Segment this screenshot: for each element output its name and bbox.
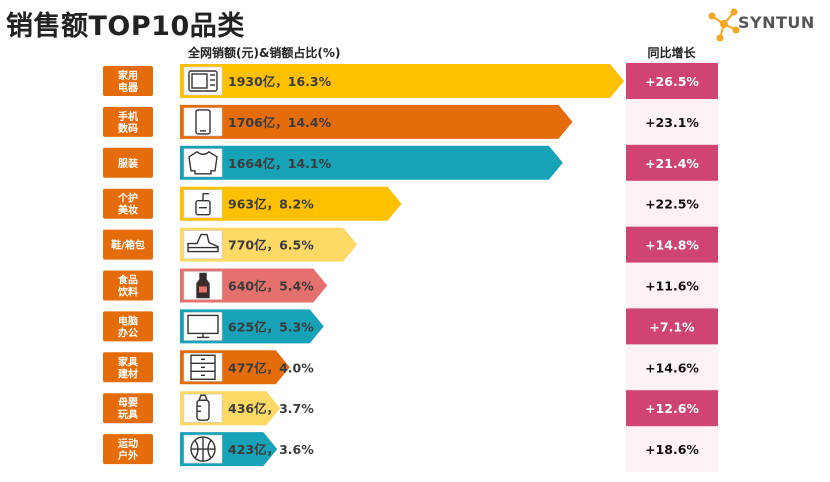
- category-label-line: 建材: [117, 367, 138, 380]
- icon-box: [183, 107, 223, 137]
- category-label-box: [103, 66, 153, 96]
- category-label-box: [103, 352, 153, 383]
- growth-column-header: 同比增长: [647, 46, 696, 60]
- growth-cell: [626, 431, 718, 468]
- category-label-box: [103, 188, 153, 219]
- bar: [180, 227, 358, 262]
- category-label-box: [103, 147, 153, 178]
- bottle-icon: [196, 272, 210, 299]
- category-label-box: [103, 229, 153, 260]
- growth-value-label: +23.1%: [645, 115, 699, 130]
- category-label: 家用电器: [118, 69, 139, 94]
- growth-cell: [626, 349, 718, 386]
- category-label-line: 母婴: [118, 397, 138, 409]
- microwave-icon: [188, 70, 218, 92]
- bar: [180, 186, 402, 221]
- chart-subtitle: 全网销额(元)&销额占比(%): [188, 46, 341, 60]
- growth-value-label: +11.6%: [645, 279, 699, 294]
- bar-value-label: 477亿，4.0%: [228, 360, 314, 375]
- category-label-line: 办公: [118, 326, 138, 339]
- bar-value-label: 963亿，8.2%: [228, 197, 314, 212]
- bar-value-label: 436亿，3.7%: [228, 401, 314, 416]
- category-label-box: [103, 311, 153, 342]
- bar: [180, 64, 624, 98]
- category-label-box: [103, 434, 153, 465]
- growth-cell: [626, 390, 718, 427]
- category-label-line: 手机: [118, 110, 138, 123]
- category-label-line: 玩具: [118, 409, 138, 421]
- category-label: 母婴玩具: [118, 397, 138, 421]
- growth-value-label: +14.8%: [645, 238, 699, 253]
- bar: [180, 145, 563, 180]
- network-logo-icon: [708, 8, 740, 42]
- category-label: 个护美妆: [117, 192, 138, 217]
- category-label-line: 食品: [117, 274, 138, 287]
- growth-cell: [626, 63, 718, 99]
- category-label-line: 个护: [117, 192, 138, 205]
- category-label-line: 家具: [118, 355, 138, 368]
- baby-bottle-icon: [196, 394, 210, 421]
- bar-value-label: 625亿，5.3%: [228, 319, 314, 334]
- category-label-line: 户外: [117, 449, 138, 462]
- growth-value-label: +26.5%: [645, 74, 699, 89]
- growth-value-label: +18.6%: [645, 442, 699, 457]
- bar: [180, 104, 573, 139]
- category-label: 食品饮料: [117, 274, 138, 299]
- bar-value-label: 1930亿，16.3%: [228, 74, 332, 89]
- category-label-line: 电器: [118, 81, 139, 94]
- monitor-icon: [187, 314, 219, 339]
- bar-value-label: 1664亿，14.1%: [228, 156, 332, 171]
- growth-cell: [626, 308, 718, 345]
- category-label-line: 运动: [118, 437, 138, 450]
- category-label-line: 饮料: [117, 286, 138, 299]
- category-label: 服装: [118, 157, 138, 170]
- growth-value-label: +12.6%: [645, 401, 699, 416]
- growth-value-label: +21.4%: [645, 156, 699, 171]
- category-label-box: [103, 270, 153, 301]
- basketball-icon: [190, 436, 216, 462]
- growth-cell: [626, 185, 718, 222]
- cabinet-icon: [190, 354, 216, 380]
- category-label-line: 家用: [118, 69, 138, 82]
- page-title: 销售额TOP10品类: [6, 11, 245, 42]
- category-label-line: 数码: [118, 122, 138, 135]
- category-label-box: [103, 106, 153, 137]
- icon-box: [183, 393, 223, 423]
- bar-value-label: 423亿，3.6%: [228, 442, 314, 457]
- category-label: 手机数码: [118, 110, 138, 135]
- category-label-line: 鞋/箱包: [111, 239, 145, 252]
- growth-value-label: +14.6%: [645, 360, 699, 375]
- category-label: 电脑办公: [118, 314, 138, 339]
- growth-cell: [626, 267, 718, 304]
- bar-value-label: 640亿，5.4%: [228, 279, 314, 294]
- growth-cell: [626, 144, 718, 181]
- phone-icon: [195, 109, 211, 135]
- bar-value-label: 770亿，6.5%: [228, 238, 314, 253]
- sweater-icon: [188, 150, 218, 175]
- logo-text: SYNTUN: [738, 13, 815, 32]
- pump-bottle-icon: [195, 192, 211, 216]
- category-label-line: 美妆: [118, 204, 138, 217]
- category-label: 运动户外: [117, 437, 138, 462]
- category-label-line: 电脑: [118, 314, 138, 327]
- category-label: 鞋/箱包: [111, 239, 145, 252]
- category-label-box: [103, 393, 153, 424]
- sneaker-icon: [187, 233, 219, 253]
- growth-value-label: +7.1%: [649, 319, 695, 334]
- growth-cell: [626, 103, 718, 140]
- category-label: 家具建材: [117, 355, 138, 380]
- category-label-line: 服装: [118, 157, 138, 170]
- growth-cell: [626, 226, 718, 263]
- logo: [708, 8, 740, 42]
- bar-value-label: 1706亿，14.4%: [228, 115, 332, 130]
- growth-value-label: +22.5%: [645, 197, 699, 212]
